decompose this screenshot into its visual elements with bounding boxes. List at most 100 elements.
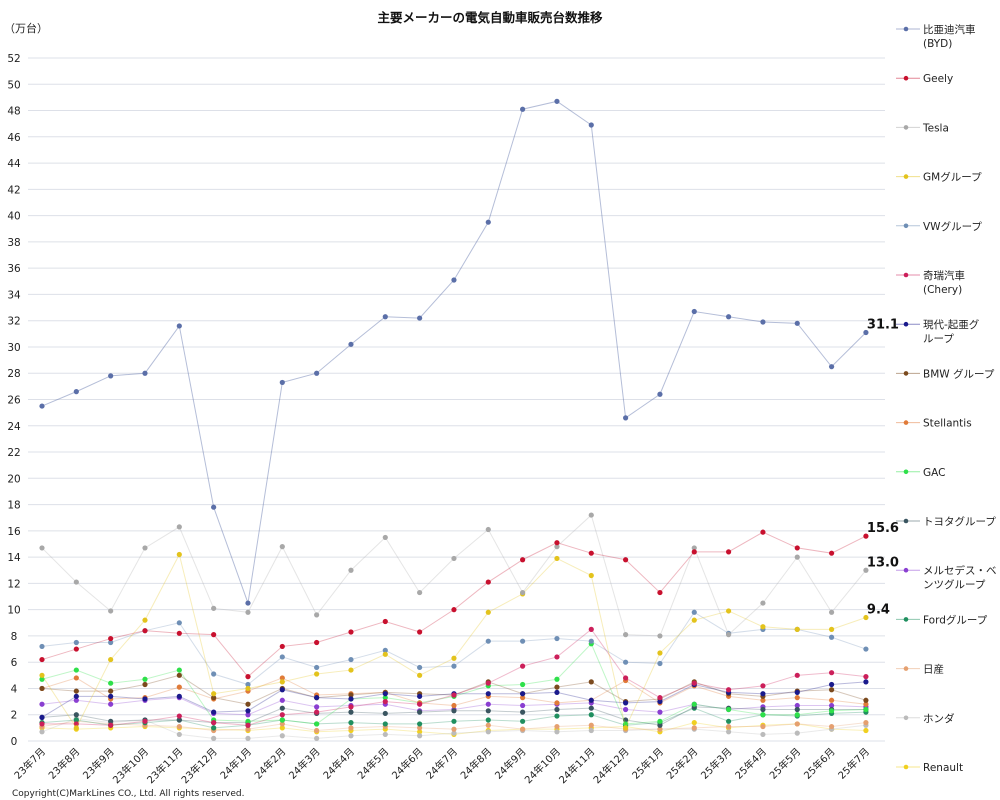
x-tick-label: 24年7月: [423, 745, 460, 782]
data-point: [657, 633, 663, 639]
data-point: [279, 733, 285, 739]
legend-label: GMグループ: [923, 171, 982, 184]
data-point: [142, 617, 148, 623]
x-tick-label: 24年8月: [458, 745, 495, 782]
data-point: [520, 638, 526, 644]
data-point: [485, 638, 491, 644]
data-point: [485, 609, 491, 615]
data-point: [245, 735, 251, 741]
data-point: [417, 701, 423, 707]
series-line: [41, 674, 867, 705]
data-point: [39, 545, 45, 551]
data-point: [863, 646, 869, 652]
data-point: [623, 700, 629, 706]
data-point: [382, 698, 388, 705]
x-tick-label: 25年4月: [732, 745, 769, 782]
data-point: [863, 679, 869, 685]
data-point: [348, 720, 354, 726]
data-point: [73, 639, 79, 646]
data-point: [588, 626, 594, 632]
data-point: [828, 681, 835, 688]
y-tick-label: 52: [7, 53, 20, 65]
data-point: [691, 680, 697, 686]
data-point: [657, 650, 663, 656]
legend-label-line2: ループ: [923, 333, 954, 345]
data-point: [863, 567, 869, 573]
data-point: [588, 122, 594, 128]
data-point: [554, 684, 560, 690]
data-point: [176, 630, 182, 636]
legend-marker: [903, 174, 909, 179]
data-point: [588, 512, 594, 518]
x-tick-label: 24年1月: [217, 745, 254, 782]
data-point: [863, 706, 869, 713]
data-point: [451, 607, 457, 613]
data-point: [794, 695, 800, 701]
data-point: [520, 557, 526, 563]
data-point: [142, 718, 148, 724]
data-point: [279, 654, 285, 660]
data-point: [554, 723, 560, 730]
data-point: [623, 415, 629, 421]
data-point: [39, 403, 45, 409]
data-point: [108, 680, 114, 686]
data-point: [382, 618, 388, 625]
data-point: [485, 708, 491, 714]
legend-label-line2: ンツグループ: [923, 578, 986, 591]
data-point: [211, 671, 217, 677]
x-tick-label: 23年7月: [11, 745, 48, 782]
data-point: [73, 646, 79, 652]
data-point: [520, 663, 526, 669]
data-point: [485, 729, 491, 735]
data-point: [794, 626, 800, 632]
data-point: [176, 713, 182, 719]
gridlines: [28, 57, 885, 742]
data-point: [39, 656, 45, 663]
data-point: [623, 717, 629, 723]
data-point: [314, 695, 320, 701]
data-point: [794, 672, 800, 678]
series-3: [39, 551, 869, 731]
data-point: [211, 504, 217, 510]
data-point: [39, 672, 45, 678]
series-6: [39, 679, 869, 720]
legend-label: トヨタグループ: [923, 515, 996, 528]
data-point: [279, 717, 285, 723]
data-point: [108, 608, 114, 614]
data-point: [279, 721, 285, 727]
legend-marker: [903, 125, 909, 130]
data-point: [623, 721, 629, 727]
data-point: [73, 721, 79, 727]
data-point: [108, 693, 114, 699]
data-point: [348, 629, 354, 635]
data-point: [245, 726, 251, 732]
x-tick-label: 24年6月: [389, 745, 426, 782]
data-point: [245, 722, 251, 728]
data-point: [554, 635, 560, 642]
legend-item: トヨタグループ: [896, 515, 996, 528]
data-point: [417, 672, 423, 678]
data-point: [279, 687, 285, 693]
data-point: [554, 654, 560, 660]
data-point: [451, 555, 457, 562]
data-point: [691, 308, 697, 315]
x-tick-label: 25年7月: [835, 745, 872, 782]
data-point: [554, 98, 560, 104]
data-point: [73, 697, 79, 703]
data-point: [348, 696, 354, 702]
data-point: [828, 550, 835, 556]
data-point: [279, 705, 285, 711]
data-point: [623, 706, 629, 713]
data-point: [176, 524, 182, 530]
data-point: [176, 723, 182, 730]
legend-label: Geely: [923, 73, 953, 85]
data-point: [828, 364, 835, 370]
data-point: [657, 709, 663, 715]
data-point: [760, 624, 766, 630]
data-point: [142, 628, 148, 634]
data-point: [828, 609, 835, 615]
data-point: [726, 706, 732, 713]
data-point: [39, 685, 45, 692]
series-line: [41, 531, 867, 678]
data-point: [417, 709, 423, 715]
